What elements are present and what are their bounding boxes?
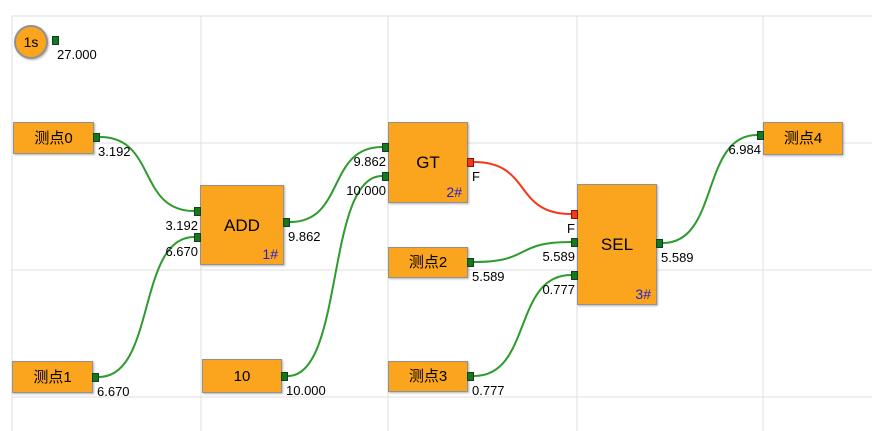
add-out-port[interactable] bbox=[283, 218, 290, 227]
wire-cedian3-out-to-sel-in3[interactable] bbox=[473, 274, 572, 377]
node-label: ADD bbox=[224, 215, 260, 235]
cedian4-in-port[interactable] bbox=[757, 131, 764, 140]
cedian2-out-value: 5.589 bbox=[472, 269, 505, 284]
node-sel[interactable]: SEL 3# bbox=[577, 184, 657, 305]
node-label: 测点1 bbox=[33, 368, 72, 386]
node-cedian4[interactable]: 测点4 bbox=[763, 122, 843, 155]
sel-out-value: 5.589 bbox=[661, 250, 694, 265]
cedian1-out-value: 6.670 bbox=[97, 384, 130, 399]
node-label: GT bbox=[416, 153, 440, 172]
node-index-badge: 1# bbox=[262, 245, 278, 262]
gt-out-value: F bbox=[472, 169, 480, 184]
add-in2-port[interactable] bbox=[194, 233, 201, 242]
cedian4-in-value: 6.984 bbox=[728, 142, 761, 157]
gt-in1-value: 9.862 bbox=[353, 154, 386, 169]
sel-in2-value: 5.589 bbox=[542, 249, 575, 264]
sel-in3-port[interactable] bbox=[571, 271, 578, 280]
sel-in2-port[interactable] bbox=[571, 238, 578, 247]
gt-in1-port[interactable] bbox=[382, 143, 389, 152]
cedian0-out-value: 3.192 bbox=[98, 144, 131, 159]
cedian3-out-port[interactable] bbox=[467, 372, 474, 381]
node-label: 测点2 bbox=[408, 254, 448, 271]
node-label: 1s bbox=[23, 34, 39, 50]
const-10-out-value: 10.000 bbox=[286, 383, 326, 398]
node-cedian0[interactable]: 测点0 bbox=[13, 122, 94, 154]
node-const-10[interactable]: 10 bbox=[202, 359, 282, 393]
sel-in1-port[interactable] bbox=[571, 210, 578, 219]
add-in1-port[interactable] bbox=[194, 207, 201, 216]
sel-in1-value: F bbox=[567, 221, 575, 236]
wire-add-out-to-gt-in1[interactable] bbox=[289, 146, 383, 223]
node-index-badge: 2# bbox=[446, 183, 462, 200]
sel-in3-value: 0.777 bbox=[542, 282, 575, 297]
node-cedian2[interactable]: 测点2 bbox=[388, 247, 468, 278]
timer-1s-out-port[interactable] bbox=[52, 36, 59, 45]
gt-in2-value: 10.000 bbox=[346, 183, 386, 198]
sel-out-port[interactable] bbox=[656, 239, 663, 248]
node-label: 测点4 bbox=[783, 130, 823, 147]
const-10-out-port[interactable] bbox=[281, 372, 288, 381]
add-out-value: 9.862 bbox=[288, 229, 321, 244]
node-cedian1[interactable]: 测点1 bbox=[12, 361, 93, 393]
node-cedian3[interactable]: 测点3 bbox=[388, 361, 468, 392]
node-label: 10 bbox=[233, 367, 251, 385]
add-in1-value: 3.192 bbox=[165, 218, 198, 233]
wire-cedian2-out-to-sel-in2[interactable] bbox=[473, 241, 572, 263]
node-timer-1s[interactable]: 1s bbox=[14, 25, 48, 59]
wire-sel-out-to-cedian4-in[interactable] bbox=[662, 134, 758, 244]
node-add[interactable]: ADD 1# bbox=[200, 185, 284, 265]
gt-out-port[interactable] bbox=[467, 158, 474, 167]
node-gt[interactable]: GT 2# bbox=[388, 122, 468, 203]
cedian2-out-port[interactable] bbox=[467, 258, 474, 267]
cedian1-out-port[interactable] bbox=[92, 373, 99, 382]
cedian0-out-port[interactable] bbox=[93, 133, 100, 142]
add-in2-value: 6.670 bbox=[165, 244, 198, 259]
wire-gt-out-to-sel-in1[interactable] bbox=[473, 161, 572, 215]
node-index-badge: 3# bbox=[635, 285, 651, 302]
timer-1s-out-value: 27.000 bbox=[57, 47, 97, 62]
node-label: SEL bbox=[600, 235, 634, 254]
wire-const-10-out-to-gt-in2[interactable] bbox=[287, 175, 383, 377]
gt-in2-port[interactable] bbox=[382, 172, 389, 181]
wire-cedian0-out-to-add-in1[interactable] bbox=[99, 136, 195, 212]
node-label: 测点3 bbox=[408, 368, 448, 385]
wire-cedian1-out-to-add-in2[interactable] bbox=[98, 236, 195, 378]
cedian3-out-value: 0.777 bbox=[472, 383, 505, 398]
node-label: 测点0 bbox=[34, 129, 73, 147]
